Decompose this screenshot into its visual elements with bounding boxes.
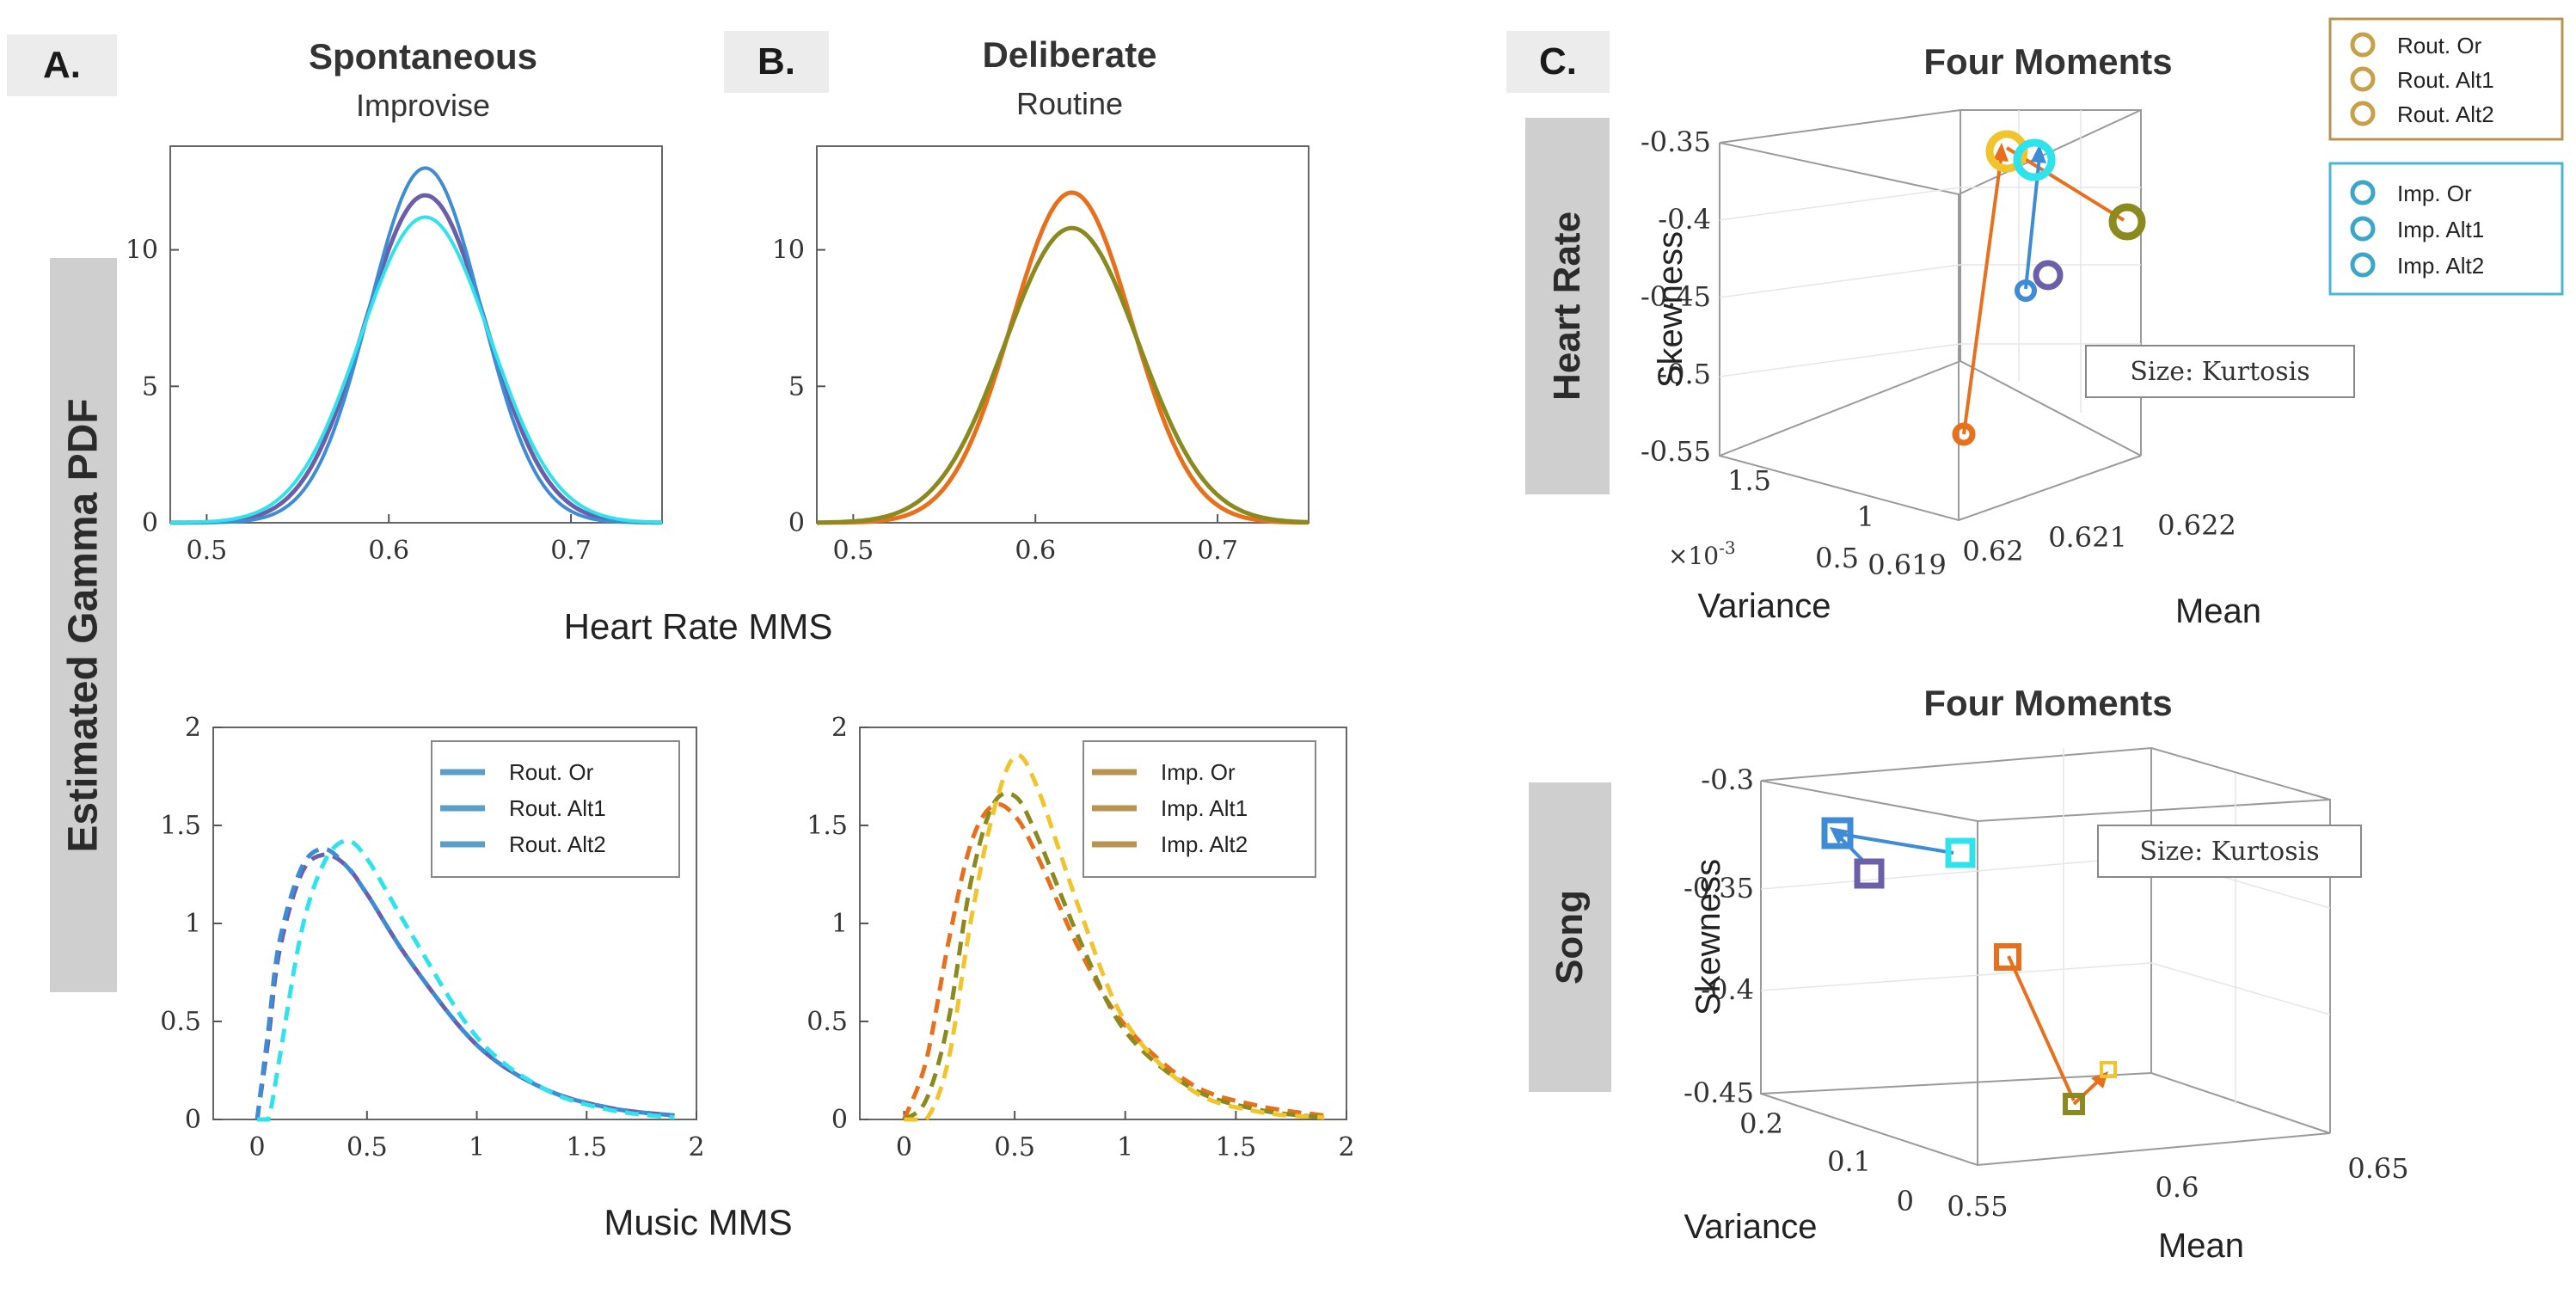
c-top-size-note: Size: Kurtosis (2130, 357, 2309, 387)
legend-label: Imp. Or (2397, 181, 2472, 206)
c-bottom-mean-tick: 0.65 (2347, 1152, 2408, 1185)
panel-a-tag: A. (7, 34, 117, 96)
c-top-point-rout-or (2033, 260, 2064, 291)
c-top-arrow-rout (1962, 152, 2003, 435)
c-bottom-arrowhead (1830, 827, 1849, 844)
c-bottom-size-note: Size: Kurtosis (2139, 837, 2319, 867)
c-top-xlabel: Mean (2175, 592, 2261, 630)
c-top-title: Four Moments (1923, 41, 2172, 82)
c-top-skew-tick: -0.35 (1641, 126, 1711, 158)
legend-label: Imp. Alt2 (2397, 253, 2484, 279)
heart-rate-row-label: Heart Rate (1525, 118, 1610, 494)
c-top-mean-tick: 0.62 (1962, 535, 2023, 567)
panel-b-tag: B. (724, 31, 829, 93)
c-top-size-note-box (2085, 345, 2355, 398)
c-top-ylabel: Skewness (1652, 231, 1690, 388)
c-bottom-size-note-box (2097, 825, 2362, 878)
c-top-grid (1719, 110, 2141, 413)
c-bottom-skew-tick: -0.4 (1701, 973, 1754, 1006)
c-top-skew-tick: -0.45 (1641, 280, 1711, 313)
c-bottom-point-imp-alt1 (1821, 817, 1854, 849)
c-bottom-xlabel: Mean (2158, 1227, 2244, 1265)
c-top-var-tick: 1 (1857, 500, 1874, 533)
panel-b-title: Deliberate (982, 34, 1157, 75)
panel-b-subtitle: Routine (1015, 86, 1124, 121)
c-bottom-point-rout-or (1854, 858, 1885, 889)
panel-a-title: Spontaneous (308, 36, 537, 77)
legend-circle-icon (2350, 32, 2376, 58)
c-top-mean-tick: 0.622 (2157, 509, 2236, 542)
c-bottom-title: Four Moments (1923, 683, 2172, 723)
c-bottom-point-imp-alt2 (2063, 1093, 2085, 1115)
c-top-arrow-rout2 (2005, 146, 2125, 222)
c-top-var-tick: 1.5 (1727, 464, 1771, 497)
c-top-var-tick: 0.5 (1815, 542, 1859, 574)
c-bottom-box (1760, 746, 2331, 1167)
c-bottom-point-rout-alt2 (1945, 837, 1976, 868)
c-bottom-skew-tick: -0.35 (1684, 872, 1754, 905)
c-top-box (1719, 109, 2142, 522)
song-row-label: Song (1529, 782, 1611, 1092)
c-top-skew-tick: -0.4 (1658, 203, 1711, 236)
c-top-point-imp-alt2 (1952, 422, 1976, 446)
legend-circle-icon (2350, 252, 2376, 278)
c-bottom-grid (1760, 748, 2331, 1104)
c-top-point-imp-or (2108, 203, 2146, 241)
c-bottom-mean-tick: 0.6 (2156, 1171, 2199, 1204)
panel-a-subtitle: Improvise (355, 88, 491, 123)
c-top-mean-tick: 0.619 (1868, 549, 1947, 581)
c-top-skew-tick: -0.5 (1658, 358, 1711, 390)
c-bottom-point-imp-or (1994, 943, 2021, 971)
c-top-mean-tick: 0.621 (2048, 521, 2127, 554)
c-bottom-arrow-rout (2007, 955, 2076, 1101)
legend-label: Rout. Alt2 (2397, 101, 2494, 127)
y-axis-main-label: Estimated Gamma PDF (50, 258, 117, 992)
c-top-arrowhead (2031, 144, 2046, 163)
c-bottom-skew-tick: -0.3 (1701, 764, 1754, 796)
legend-circle-icon (2350, 101, 2376, 126)
legend-label: Rout. Alt1 (2397, 67, 2494, 93)
c-bottom-zlabel: Variance (1684, 1208, 1818, 1246)
c-top-point-imp-alt1 (2013, 138, 2056, 181)
legend-label: Imp. Alt1 (2397, 217, 2484, 242)
c-bottom-skew-tick: -0.45 (1684, 1076, 1754, 1109)
c-bottom-mean-tick: 0.55 (1947, 1190, 2008, 1223)
c-bottom-arrow-imp (1839, 832, 1954, 855)
c-bottom-point-rout-alt1 (2100, 1061, 2117, 1078)
c-bottom-var-tick: 0 (1897, 1185, 1914, 1217)
legend-circle-icon (2350, 66, 2376, 92)
c-top-skew-tick: -0.55 (1641, 435, 1711, 468)
c-bottom-var-tick: 0.1 (1827, 1145, 1871, 1178)
c-top-var-multiplier: ×10-3 (1668, 537, 1736, 570)
c-bottom-ylabel: Skewness (1690, 859, 1727, 1015)
legend-label: Rout. Or (2397, 33, 2482, 58)
c-top-point-rout-alt1 (2015, 279, 2037, 302)
x-label-heart-rate-mms: Heart Rate MMS (563, 606, 833, 647)
c-top-arrowhead (1993, 143, 2009, 162)
legend-circle-icon (2350, 216, 2376, 242)
c-bottom-var-tick: 0.2 (1739, 1107, 1783, 1140)
x-label-music-mms: Music MMS (604, 1202, 793, 1242)
c-top-zlabel: Variance (1698, 587, 1831, 625)
panel-c-tag: C. (1506, 31, 1610, 93)
legend-circle-icon (2350, 180, 2376, 205)
